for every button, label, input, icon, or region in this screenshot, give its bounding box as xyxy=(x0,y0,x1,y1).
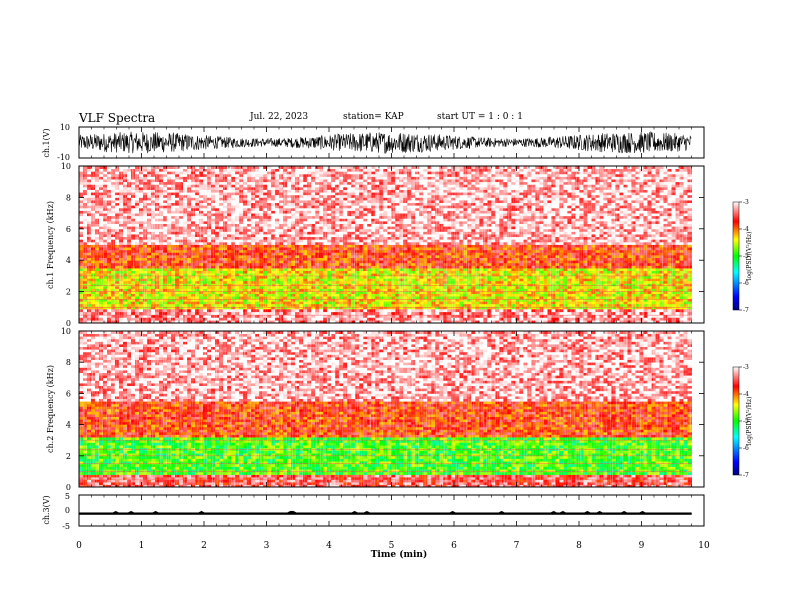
ch1-ylabel: ch.1(V) xyxy=(42,128,51,157)
ch1-ytick-bottom: -10 xyxy=(57,153,70,162)
figure-title: VLF Spectra xyxy=(79,111,156,125)
start-time-label: start UT = 1 : 0 : 1 xyxy=(437,112,523,122)
ch1-waveform-panel: 10 -10 ch.1(V) xyxy=(42,123,705,162)
date-label: Jul. 22, 2023 xyxy=(250,112,309,122)
ch1-ytick-top: 10 xyxy=(60,123,70,132)
station-label: station= KAP xyxy=(343,112,404,122)
ch1-waveform-trace xyxy=(78,131,692,154)
